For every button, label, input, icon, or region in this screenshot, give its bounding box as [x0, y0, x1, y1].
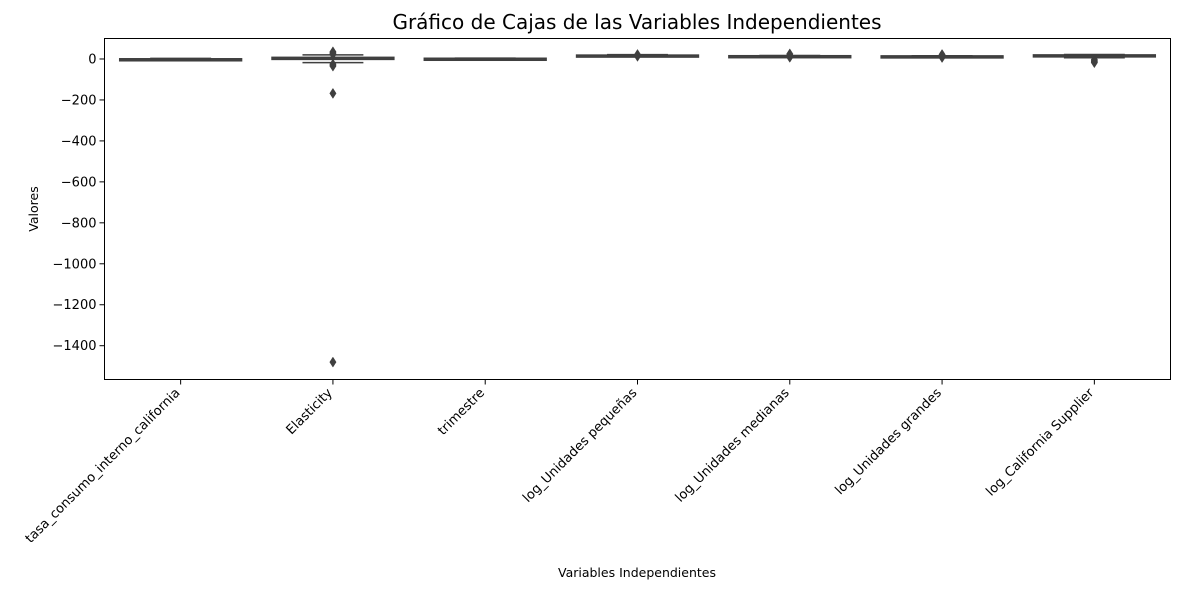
- x-tick-label: Elasticity: [284, 386, 336, 438]
- x-axis-label: Variables Independientes: [558, 565, 716, 580]
- box-1: [271, 46, 395, 368]
- outlier-point: [329, 87, 337, 99]
- outlier-point: [329, 60, 337, 72]
- y-tick-label: −1000: [53, 257, 97, 272]
- x-tick-label: log_Unidades medianas: [673, 386, 793, 506]
- y-tick-label: −800: [61, 216, 97, 231]
- y-tick-label: −1200: [53, 298, 97, 313]
- box-0: [118, 57, 243, 62]
- box-2: [423, 57, 547, 62]
- outlier-point: [634, 49, 641, 60]
- y-tick-label: −400: [61, 134, 97, 149]
- y-axis: 0 −200 −400 −600 −800 −1000 −1200 −1400: [53, 52, 105, 354]
- y-axis-label: Valores: [26, 186, 41, 231]
- x-tick-label: log_Unidades grandes: [833, 386, 946, 499]
- plot-area: [104, 38, 1171, 380]
- outlier-point: [786, 48, 794, 60]
- box-4: [728, 48, 852, 63]
- y-tick-label: −1400: [53, 339, 97, 354]
- boxes-group: [118, 46, 1157, 368]
- y-tick-label: 0: [88, 52, 96, 67]
- x-tick-label: tasa_consumo_interno_california: [23, 386, 184, 547]
- box-3: [575, 49, 700, 62]
- chart-title: Gráfico de Cajas de las Variables Indepe…: [392, 10, 881, 34]
- y-tick-label: −200: [61, 93, 97, 108]
- box-5: [880, 49, 1004, 64]
- y-tick-label: −600: [61, 175, 97, 190]
- outlier-point: [329, 356, 337, 368]
- box-6: [1032, 53, 1157, 69]
- x-axis: tasa_consumo_interno_california Elasticit…: [23, 379, 1098, 547]
- outlier-point: [1090, 57, 1098, 69]
- x-tick-label: log_Unidades pequeñas: [520, 386, 640, 506]
- x-tick-label: trimestre: [435, 386, 488, 439]
- outlier-point: [938, 49, 946, 60]
- x-tick-label: log_California Supplier: [984, 385, 1098, 499]
